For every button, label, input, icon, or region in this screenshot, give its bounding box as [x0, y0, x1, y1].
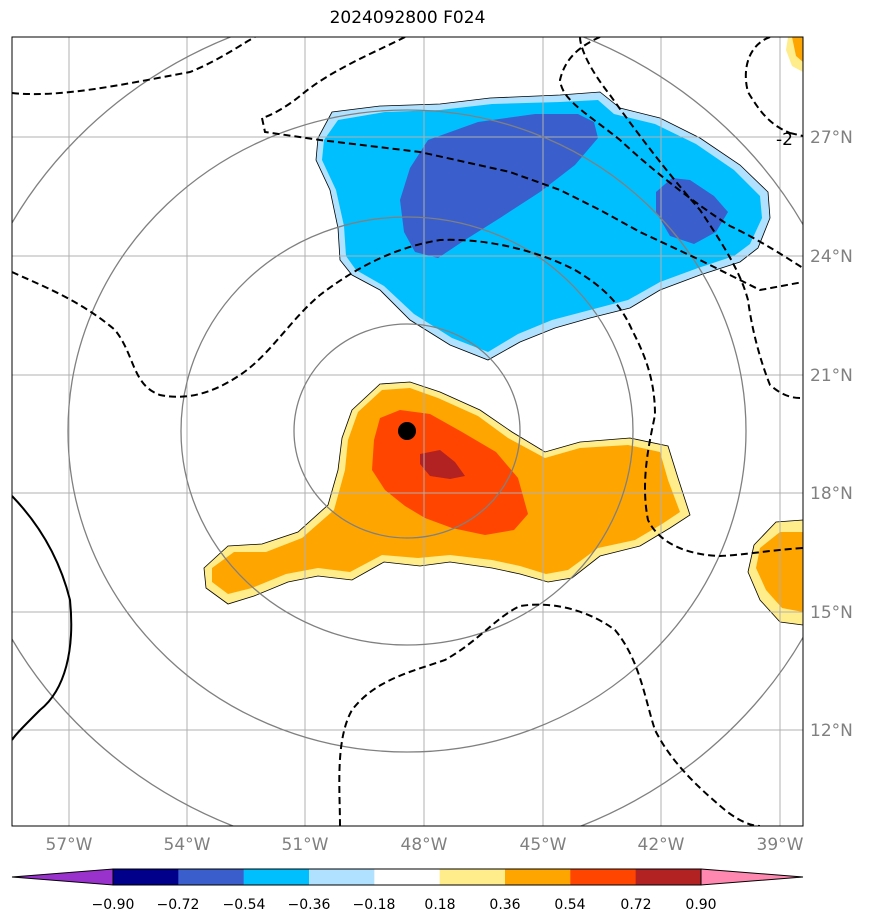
colorbar-segment — [570, 869, 637, 885]
x-axis-labels: 57°W 54°W 51°W 48°W 45°W 42°W 39°W — [46, 835, 804, 855]
colorbar-extend-low — [12, 869, 113, 885]
map-title: 2024092800 F024 — [329, 8, 486, 28]
colorbar-label: −0.36 — [288, 897, 331, 913]
y-tick-label: 27°N — [810, 128, 853, 148]
x-tick-label: 57°W — [46, 835, 93, 855]
colorbar-labels: −0.90 −0.72 −0.54 −0.36 −0.18 0.18 0.36 … — [92, 897, 717, 913]
y-tick-label: 24°N — [810, 247, 853, 267]
colorbar-label: −0.18 — [353, 897, 396, 913]
x-tick-label: 48°W — [401, 835, 448, 855]
contour-label: -2 — [776, 130, 793, 150]
x-tick-label: 54°W — [164, 835, 211, 855]
colorbar-label: 0.90 — [685, 897, 716, 913]
colorbar-segment — [374, 869, 441, 885]
colorbar-segment — [439, 869, 506, 885]
map-frame — [11, 36, 804, 827]
colorbar-segment — [309, 869, 375, 885]
colorbar-segments — [12, 869, 803, 885]
colorbar-label: 0.36 — [489, 897, 520, 913]
y-tick-label: 21°N — [810, 366, 853, 386]
colorbar-extend-high — [701, 869, 803, 885]
colorbar-segment — [635, 869, 702, 885]
graticule — [12, 37, 803, 826]
x-tick-label: 39°W — [757, 835, 804, 855]
y-tick-label: 12°N — [810, 721, 853, 741]
colorbar-outline-right — [700, 868, 804, 886]
y-tick-label: 15°N — [810, 603, 853, 623]
range-rings — [12, 37, 803, 826]
colorbar-segment — [178, 869, 245, 885]
colorbar-label: −0.72 — [157, 897, 200, 913]
colorbar-segment — [243, 869, 310, 885]
map-layers — [12, 37, 803, 826]
y-axis-labels: 27°N 24°N 21°N 18°N 15°N 12°N — [810, 128, 853, 741]
colorbar-segment — [505, 869, 571, 885]
dashed-contours — [12, 37, 803, 826]
colorbar-label: 0.54 — [554, 897, 585, 913]
storm-center-marker — [398, 422, 416, 440]
y-tick-label: 18°N — [810, 484, 853, 504]
colorbar-label: −0.54 — [223, 897, 266, 913]
x-tick-label: 51°W — [282, 835, 329, 855]
colorbar: −0.90 −0.72 −0.54 −0.36 −0.18 0.18 0.36 … — [11, 868, 804, 913]
colorbar-label: 0.72 — [620, 897, 651, 913]
x-tick-label: 42°W — [638, 835, 685, 855]
anomaly-outlines — [203, 91, 803, 626]
colorbar-segment — [113, 869, 179, 885]
x-tick-label: 45°W — [520, 835, 567, 855]
colorbar-label: 0.18 — [424, 897, 455, 913]
solid-contour — [12, 495, 73, 741]
colorbar-label: −0.90 — [92, 897, 135, 913]
